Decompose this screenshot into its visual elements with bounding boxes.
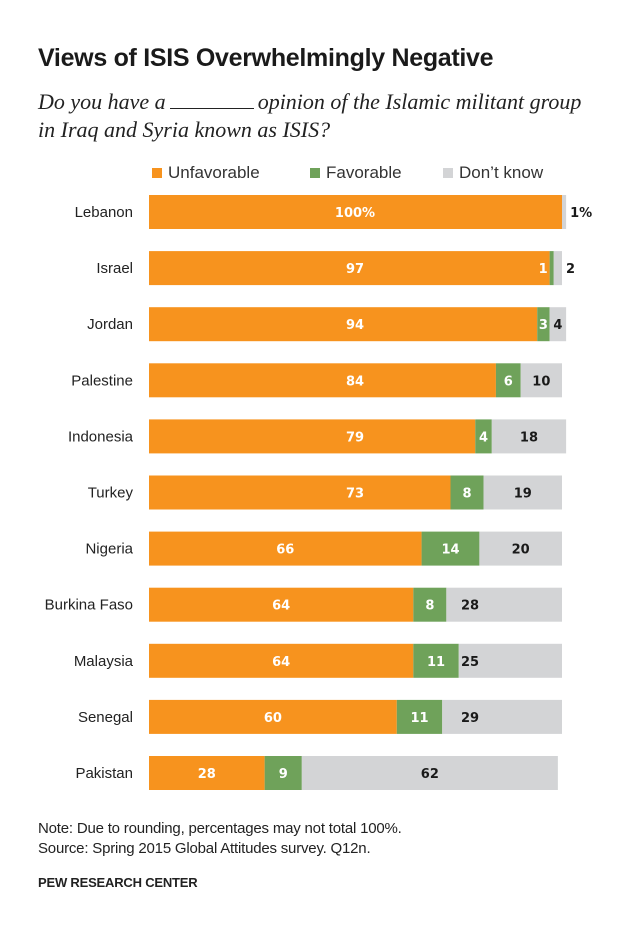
legend-item-favorable: Favorable [310,163,402,183]
bar-favorable-pakistan [264,756,302,790]
value-label-unfavorable-malaysia: 64 [272,655,290,670]
legend-label-unfavorable: Unfavorable [168,163,260,182]
bar-don-t-know-indonesia [491,419,567,454]
legend-label-dont-know: Don’t know [459,163,544,182]
bar-favorable-burkina-faso [413,587,447,622]
value-label-favorable-indonesia: 4 [479,430,488,445]
chart-title: Views of ISIS Overwhelmingly Negative [38,44,494,72]
value-label-favorable-malaysia: 11 [427,655,445,670]
value-label-favorable-nigeria: 14 [441,543,459,558]
value-label-don-t-know-jordan: 4 [553,318,562,333]
bar-don-t-know-israel [553,251,562,286]
category-label-indonesia: Indonesia [68,428,134,445]
bar-favorable-malaysia [413,643,459,678]
value-label-favorable-senegal: 11 [410,711,428,726]
category-label-israel: Israel [96,260,133,277]
value-label-favorable-jordan: 3 [539,318,548,333]
value-label-don-t-know-indonesia: 18 [520,430,538,445]
subtitle-part2: opinion of the Islamic militant group in… [38,89,582,142]
bar-don-t-know-nigeria [479,531,562,566]
subtitle-part1: Do you have a [38,89,166,114]
bar-unfavorable-nigeria [149,531,422,566]
value-label-unfavorable-lebanon: 100% [335,206,375,221]
bar-don-t-know-senegal [442,699,562,734]
bar-favorable-palestine [495,363,521,398]
category-label-turkey: Turkey [88,485,134,502]
value-label-unfavorable-palestine: 84 [346,374,364,389]
category-label-senegal: Senegal [78,709,133,726]
bar-unfavorable-pakistan [149,756,265,790]
value-label-don-t-know-palestine: 10 [532,374,550,389]
bar-favorable-nigeria [421,531,480,566]
legend: Unfavorable Favorable Don’t know [0,163,620,183]
category-label-lebanon: Lebanon [75,204,133,221]
value-label-unfavorable-nigeria: 66 [276,543,294,558]
note-text: Note: Due to rounding, percentages may n… [38,820,402,837]
bar-don-t-know-malaysia [458,643,562,678]
brand-label: PEW RESEARCH CENTER [38,875,198,890]
category-label-pakistan: Pakistan [75,765,133,782]
category-label-jordan: Jordan [87,316,133,333]
value-label-don-t-know-lebanon: 1% [570,206,592,221]
legend-swatch-unfavorable [152,168,162,178]
source-text: Source: Spring 2015 Global Attitudes sur… [38,840,371,857]
value-label-don-t-know-burkina-faso: 28 [461,599,479,614]
value-label-unfavorable-pakistan: 28 [198,767,216,782]
bar-favorable-indonesia [475,419,492,454]
subtitle-blank [169,88,254,109]
chart-subtitle: Do you have a opinion of the Islamic mili… [38,88,598,144]
value-label-don-t-know-senegal: 29 [461,711,479,726]
footnote: Note: Due to rounding, percentages may n… [38,819,402,859]
category-label-nigeria: Nigeria [85,541,133,558]
bar-unfavorable-burkina-faso [149,587,414,622]
value-label-favorable-burkina-faso: 8 [425,599,434,614]
bar-don-t-know-burkina-faso [446,587,562,622]
value-label-favorable-turkey: 8 [462,487,471,502]
category-label-burkina-faso: Burkina Faso [45,597,133,614]
value-label-don-t-know-pakistan: 62 [421,767,439,782]
bar-don-t-know-jordan [549,307,567,342]
value-label-favorable-pakistan: 9 [279,767,288,782]
legend-item-unfavorable: Unfavorable [152,163,260,183]
value-label-unfavorable-senegal: 60 [264,711,282,726]
legend-item-dont-know: Don’t know [443,163,543,183]
bar-don-t-know-turkey [483,475,562,510]
bar-don-t-know-palestine [520,363,562,398]
category-label-palestine: Palestine [71,372,133,389]
value-label-unfavorable-indonesia: 79 [346,430,364,445]
bar-unfavorable-jordan [149,307,538,342]
value-label-don-t-know-turkey: 19 [514,487,532,502]
value-label-don-t-know-malaysia: 25 [461,655,479,670]
value-label-unfavorable-burkina-faso: 64 [272,599,290,614]
bar-favorable-turkey [450,475,484,510]
bar-unfavorable-palestine [149,363,496,398]
value-label-unfavorable-jordan: 94 [346,318,364,333]
value-label-favorable-israel: 1 [539,262,548,277]
bar-unfavorable-indonesia [149,419,476,454]
bar-don-t-know-lebanon [562,195,567,229]
value-label-unfavorable-turkey: 73 [346,487,364,502]
bar-favorable-senegal [396,699,443,734]
value-label-unfavorable-israel: 97 [346,262,364,277]
bar-unfavorable-senegal [149,699,397,734]
bar-unfavorable-lebanon [149,195,562,229]
legend-swatch-favorable [310,168,320,178]
bar-unfavorable-israel [149,251,550,286]
value-label-don-t-know-israel: 2 [566,262,575,277]
bar-don-t-know-pakistan [301,756,558,790]
legend-label-favorable: Favorable [326,163,402,182]
bar-favorable-jordan [537,307,550,342]
value-label-don-t-know-nigeria: 20 [512,543,530,558]
bar-unfavorable-turkey [149,475,451,510]
value-label-favorable-palestine: 6 [504,374,513,389]
legend-swatch-dont-know [443,168,453,178]
bar-favorable-israel [549,251,554,286]
category-label-malaysia: Malaysia [74,653,134,670]
bar-unfavorable-malaysia [149,643,414,678]
